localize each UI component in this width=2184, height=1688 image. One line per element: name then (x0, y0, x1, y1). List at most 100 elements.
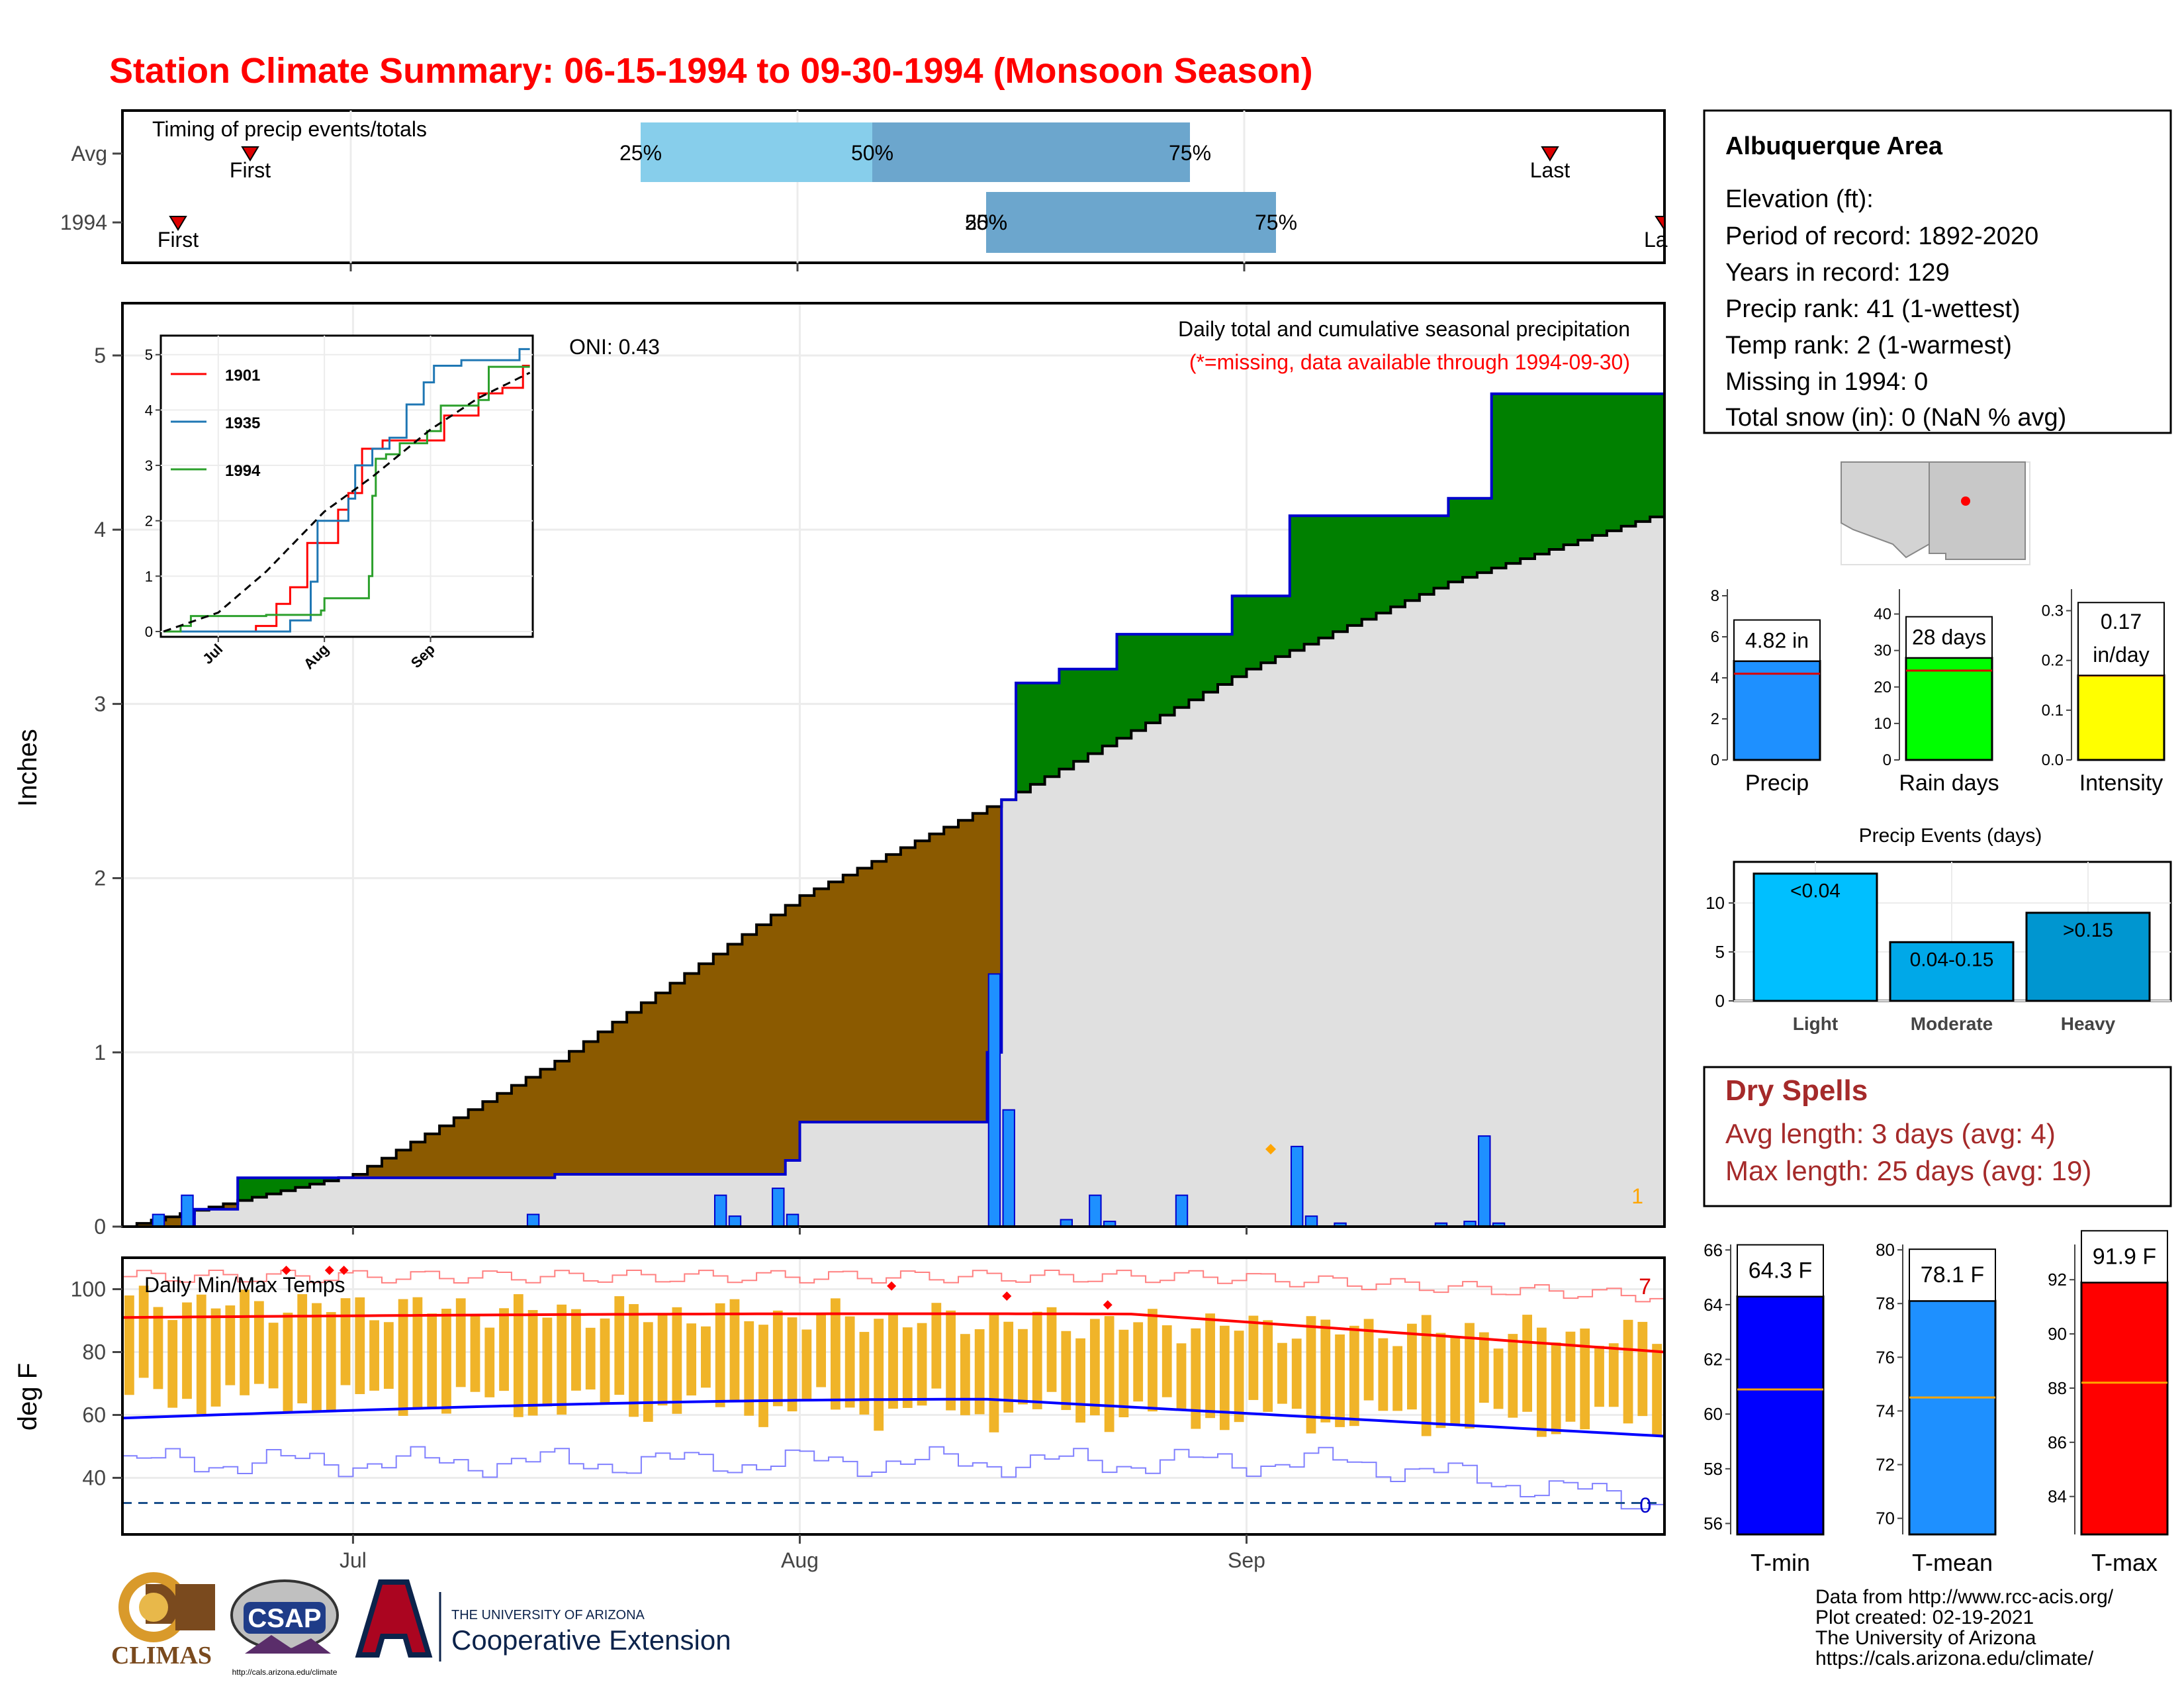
info-line-years: Years in record: 129 (1725, 259, 1950, 287)
pe-ytick-label: 0 (1715, 991, 1725, 1011)
daily-temp-bar (1652, 1344, 1662, 1436)
daily-temp-bar (946, 1310, 956, 1411)
inset-ytick-label: 5 (145, 347, 153, 363)
info-frame (1703, 109, 2172, 434)
locator-map (1841, 461, 2030, 565)
daily-temp-bar (917, 1323, 927, 1406)
timing-row-avg: Avg (71, 142, 107, 165)
daily-temp-bar (629, 1304, 639, 1417)
daily-temp-bar (1335, 1334, 1345, 1427)
avg-cumulative-area (122, 516, 1664, 1227)
dry-spells-title: Dry Spells (1725, 1074, 1868, 1107)
temp-summary-ytick: 90 (2048, 1324, 2067, 1344)
daily-temp-bar (801, 1329, 812, 1401)
daily-precip-bar (181, 1194, 194, 1228)
daily-temp-bar (1161, 1325, 1172, 1397)
precip-panel: 0 1 2 3 4 5 Inches ONI: 0.43 Daily total and … (13, 302, 1666, 1239)
daily-temp-bar (1075, 1338, 1085, 1423)
daily-temp-bar (1032, 1311, 1042, 1409)
daily-temp-bar (484, 1327, 495, 1397)
csap-logo: CSAP http://cals.arizona.edu/climate (230, 1579, 339, 1677)
temp-summary-bar (1736, 1295, 1825, 1536)
mini-bar-label: Intensity (2079, 771, 2163, 796)
record-count: 7 (1639, 1274, 1651, 1299)
avg-last-marker (1541, 146, 1559, 162)
record-high-marker (887, 1281, 897, 1291)
mini-ytick-label: 0.0 (2042, 751, 2064, 769)
temp-summary-value: 78.1 F (1921, 1262, 1984, 1288)
precip-events-chart: Precip Events (days) 0 5 10 <0.04 Light 0.04-… (1706, 825, 2172, 1034)
mini-bar-fill (1733, 660, 1821, 761)
daily-temp-bar (1508, 1334, 1518, 1418)
main-ytick-label: 1 (94, 1041, 106, 1064)
temp-summary-bar (2080, 1281, 2169, 1536)
temp-frame (121, 1256, 1666, 1536)
temp-summary-ytick: 86 (2048, 1432, 2067, 1452)
daily-temp-bar (1537, 1327, 1547, 1437)
missing-count: 1 (1631, 1184, 1643, 1208)
daily-temp-bar (253, 1301, 264, 1384)
page-title: Station Climate Summary: 06-15-1994 to 0… (109, 51, 1313, 91)
pe-ytick-label: 10 (1706, 893, 1725, 913)
timing-title: Timing of precip events/totals (152, 117, 427, 141)
daily-temp-bar (1623, 1319, 1633, 1424)
precip-event-inner-label: <0.04 (1790, 880, 1841, 902)
temp-summary-ytick: 76 (1876, 1347, 1895, 1367)
daily-temp-bar (1234, 1331, 1244, 1423)
daily-temp-bar (585, 1327, 596, 1390)
daily-temp-bar (369, 1320, 379, 1391)
daily-temp-bar (398, 1299, 408, 1416)
daily-temp-bar (787, 1317, 797, 1412)
daily-temp-bar (974, 1329, 985, 1415)
temp-summary-ytick: 78 (1876, 1293, 1895, 1313)
temp-summary-ytick: 92 (2048, 1270, 2067, 1289)
precip-event-inner-label: >0.15 (2063, 919, 2113, 941)
daily-temp-bar (1522, 1315, 1533, 1412)
inset-legend: 1901 1935 1994 (171, 367, 261, 480)
y1994-last-label: La (1644, 228, 1668, 252)
avg-25-50-bar (641, 122, 872, 182)
daily-temp-bar (844, 1316, 855, 1408)
daily-temp-bar (758, 1325, 768, 1427)
daily-precip-bars (152, 973, 1506, 1228)
temp-summary-label: T-max (2091, 1549, 2158, 1576)
inset-ytick-label: 0 (145, 624, 153, 640)
mini-value-unit: in/day (2093, 643, 2149, 667)
daily-temp-bar (210, 1308, 221, 1407)
temp-summary-value: 64.3 F (1749, 1258, 1812, 1284)
daily-temp-bar (902, 1327, 913, 1408)
daily-temp-bar (816, 1313, 827, 1387)
daily-temp-bar (1580, 1328, 1590, 1430)
record-markers (281, 1266, 1113, 1310)
main-ytick-label: 5 (94, 344, 106, 367)
temp-summary-ytick: 58 (1704, 1459, 1723, 1479)
y1994-p50-label: 50% (965, 211, 1007, 234)
seasonal-summary-bars: 0 2 4 6 8 4.82 in Precip 0 10 20 30 40 28 days Rain d… (1711, 587, 2165, 796)
temp-summary-bar (1908, 1299, 1997, 1536)
temp-summary-ytick: 74 (1876, 1401, 1895, 1421)
daily-temp-bar (831, 1298, 841, 1410)
mini-ytick-label: 0.2 (2042, 652, 2064, 670)
main-ytick-label: 4 (94, 518, 106, 541)
daily-temp-bar (614, 1296, 625, 1395)
main-subtitle: Daily total and cumulative seasonal prec… (1178, 317, 1630, 341)
daily-precip-bar (772, 1188, 785, 1228)
temp-summary-label: T-min (1751, 1549, 1810, 1576)
mini-ytick-label: 0.1 (2042, 702, 2064, 720)
daily-temp-bar (427, 1313, 437, 1409)
mini-value-label: 28 days (1912, 626, 1986, 649)
xtick-label: Aug (781, 1548, 819, 1572)
temp-summary-ytick: 64 (1704, 1295, 1723, 1315)
oni-label: ONI: 0.43 (569, 335, 660, 359)
daily-temp-bar (124, 1295, 134, 1395)
inset-ytick-label: 3 (145, 457, 153, 474)
daily-temp-bar (542, 1317, 553, 1407)
daily-temp-bar (1191, 1328, 1201, 1429)
inset-ytick-label: 1 (145, 568, 153, 585)
daily-precip-bar (728, 1215, 742, 1227)
daily-temp-bar (888, 1313, 898, 1409)
main-ylabel: Inches (13, 729, 42, 807)
daily-temp-bar (1465, 1323, 1475, 1429)
